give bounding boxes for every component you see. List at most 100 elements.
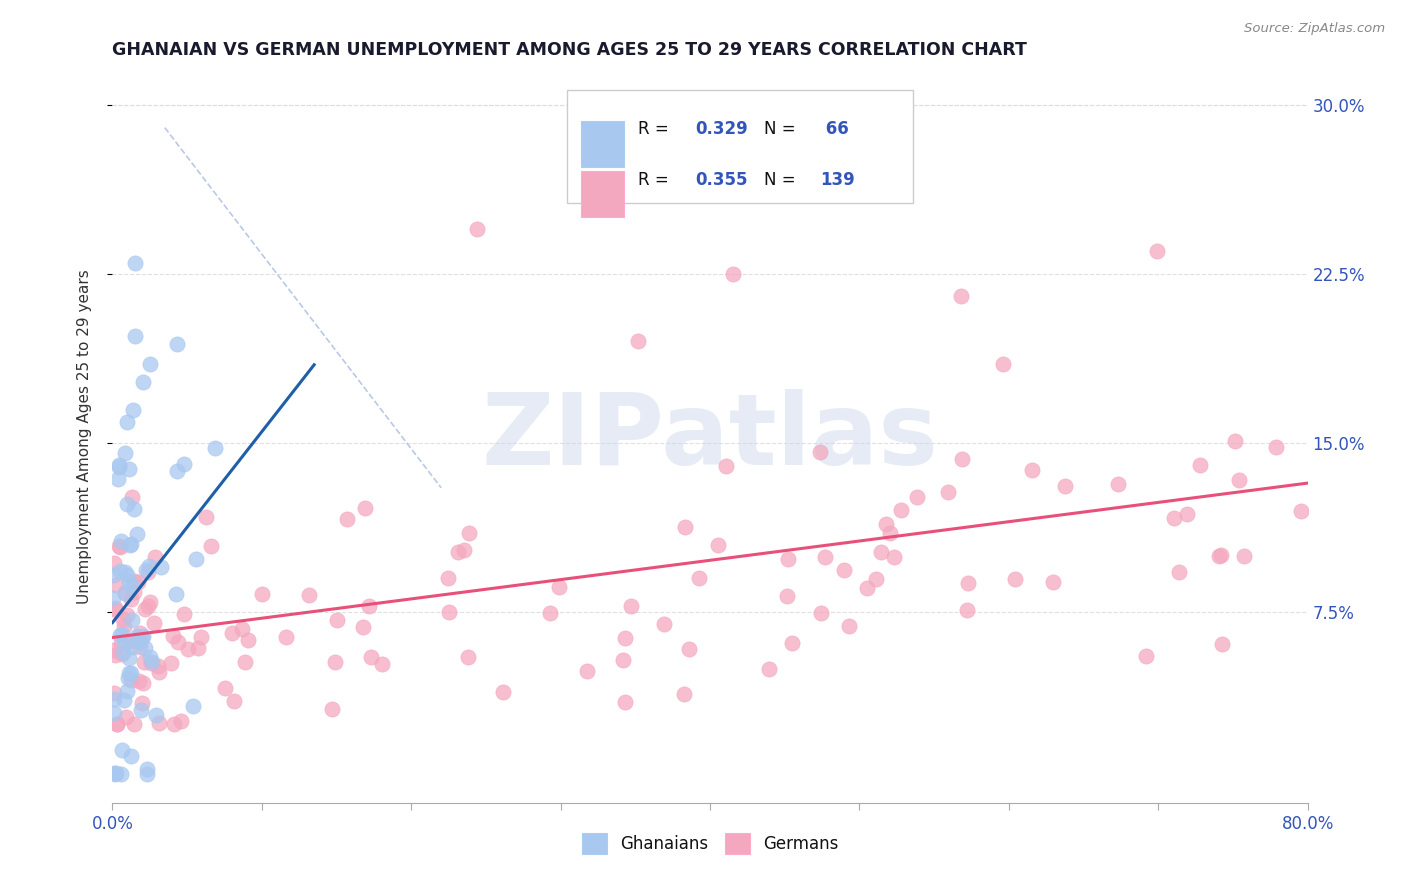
Point [139, 595, 162, 609]
Point [838, 619, 860, 633]
Point [875, 517, 897, 532]
Point [148, 665, 170, 679]
Point [129, 703, 152, 717]
Point [111, 626, 134, 640]
Point [136, 599, 159, 614]
Text: R =: R = [638, 171, 675, 189]
Point [120, 592, 142, 607]
Point [142, 615, 165, 630]
Point [371, 657, 394, 671]
Point [855, 582, 877, 596]
Point [195, 510, 218, 524]
Point [810, 606, 832, 620]
Point [117, 683, 139, 698]
Point [112, 619, 135, 633]
Point [352, 620, 374, 634]
Point [112, 612, 135, 626]
Point [166, 336, 188, 351]
Point [204, 441, 226, 455]
Point [274, 630, 297, 644]
Point [108, 628, 131, 642]
Point [125, 632, 148, 647]
Point [359, 599, 381, 613]
Point [104, 577, 127, 591]
Point [108, 540, 131, 554]
Point [108, 460, 131, 475]
Point [190, 630, 212, 644]
Point [118, 666, 141, 681]
Point [1265, 440, 1288, 454]
Point [120, 673, 142, 688]
Point [122, 717, 145, 731]
Point [221, 626, 243, 640]
Point [103, 691, 125, 706]
Point [138, 559, 160, 574]
Point [652, 617, 675, 632]
Point [124, 329, 146, 343]
Point [336, 512, 359, 526]
Point [832, 563, 855, 577]
Point [105, 717, 128, 731]
Text: ZIPatlas: ZIPatlas [482, 389, 938, 485]
Text: 0.355: 0.355 [696, 171, 748, 189]
Point [104, 648, 127, 662]
Point [143, 550, 166, 565]
Point [103, 706, 125, 720]
Text: 66: 66 [820, 120, 849, 138]
Point [177, 642, 200, 657]
Point [159, 656, 181, 670]
Point [1211, 549, 1233, 563]
Y-axis label: Unemployment Among Ages 25 to 29 years: Unemployment Among Ages 25 to 29 years [77, 269, 91, 605]
Point [890, 503, 912, 517]
Point [128, 635, 150, 649]
Point [107, 472, 129, 486]
Point [321, 702, 343, 716]
Point [1208, 549, 1230, 563]
Text: R =: R = [638, 120, 675, 138]
Point [162, 629, 184, 643]
Point [707, 538, 730, 552]
Point [354, 501, 377, 516]
Legend: Ghanaians, Germans: Ghanaians, Germans [575, 827, 845, 860]
Point [117, 671, 139, 685]
Point [121, 613, 143, 627]
Point [107, 458, 129, 472]
Text: 139: 139 [820, 171, 855, 189]
Point [148, 715, 170, 730]
Point [325, 655, 347, 669]
Point [167, 635, 190, 649]
Point [111, 645, 134, 659]
Point [437, 605, 460, 619]
Point [1163, 511, 1185, 525]
Point [1135, 648, 1157, 663]
Point [134, 601, 156, 615]
Point [115, 415, 138, 429]
Point [122, 585, 145, 599]
FancyBboxPatch shape [567, 90, 914, 203]
Point [114, 586, 136, 600]
Point [120, 665, 142, 680]
Point [173, 607, 195, 621]
Point [110, 533, 132, 548]
Point [991, 357, 1014, 371]
Point [103, 643, 125, 657]
Point [135, 762, 157, 776]
Point [1227, 474, 1250, 488]
Point [492, 684, 515, 698]
Point [110, 635, 132, 649]
Point [547, 580, 569, 594]
Point [132, 676, 155, 690]
Point [127, 629, 149, 643]
Point [105, 766, 128, 780]
Point [437, 571, 460, 585]
Point [233, 655, 256, 669]
Point [458, 525, 481, 540]
Point [163, 717, 186, 731]
Point [673, 520, 696, 534]
Text: Source: ZipAtlas.com: Source: ZipAtlas.com [1244, 22, 1385, 36]
Text: N =: N = [763, 120, 800, 138]
Point [103, 766, 125, 780]
Point [714, 458, 737, 473]
Point [326, 613, 349, 627]
Point [129, 626, 152, 640]
